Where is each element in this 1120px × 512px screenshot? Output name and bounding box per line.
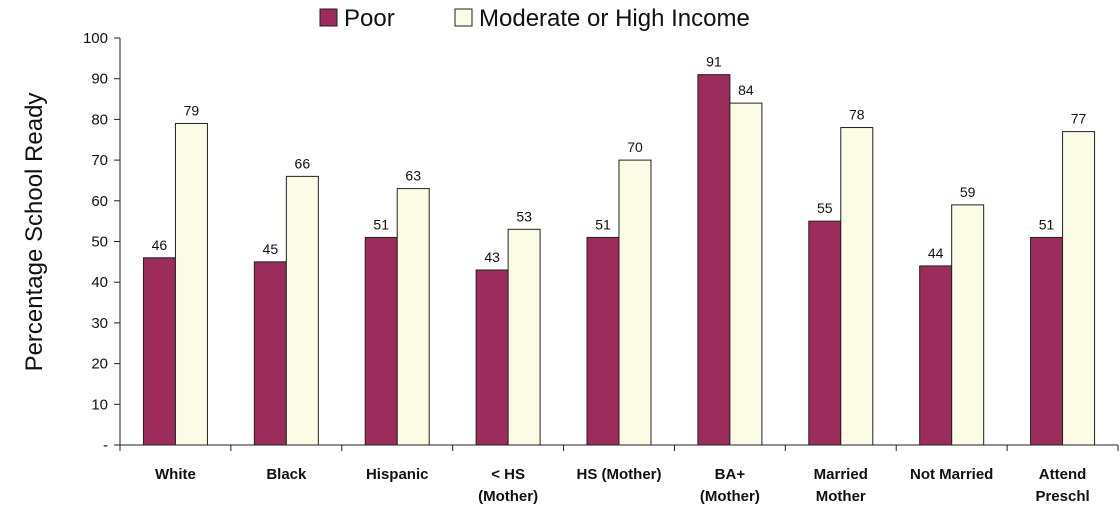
- x-tick-label: Preschl: [1035, 488, 1089, 505]
- legend-label-poor: Poor: [344, 5, 395, 32]
- y-tick-label: 20: [91, 356, 108, 373]
- x-tick-label: BA+: [715, 466, 746, 483]
- data-labels: 46 45 51 43 51 91 55 44 51 79 66 63 53 70 84 78 59 77: [152, 54, 1087, 265]
- x-tick-label: Black: [266, 466, 307, 483]
- data-label: 55: [817, 200, 833, 216]
- bar-poor: [142, 257, 176, 446]
- data-label: 46: [152, 237, 168, 253]
- bar-poor: [253, 261, 287, 446]
- y-tick-label: 50: [91, 234, 108, 251]
- y-axis-label: Percentage School Ready: [21, 93, 48, 372]
- bar-poor: [919, 265, 953, 446]
- bar-moderate-high: [1062, 131, 1096, 446]
- data-label: 51: [373, 216, 389, 232]
- bar-moderate-high: [507, 228, 541, 446]
- legend-swatch-poor: [319, 8, 338, 27]
- y-tick-label: 70: [91, 152, 108, 169]
- data-label: 51: [1039, 216, 1055, 232]
- x-tick-label: Not Married: [910, 466, 993, 483]
- bar-moderate-high: [396, 188, 430, 446]
- data-label: 91: [706, 54, 722, 70]
- y-axis: - 10 20 30 40 50 60 70 80 90 100: [83, 30, 121, 454]
- x-axis: White Black Hispanic < HS (Mother) HS (Mother…: [119, 444, 1119, 505]
- legend: Poor Moderate or High Income: [319, 5, 750, 32]
- data-label: 77: [1071, 111, 1087, 127]
- bar-moderate-high: [951, 204, 985, 446]
- y-tick-label: 10: [91, 396, 108, 413]
- bar-moderate-high: [174, 122, 208, 446]
- legend-label-moderate-high: Moderate or High Income: [479, 5, 750, 32]
- x-tick-label: White: [155, 466, 196, 483]
- y-tick-label: 30: [91, 315, 108, 332]
- y-tick-label: 90: [91, 71, 108, 88]
- x-tick-label: Attend: [1039, 466, 1087, 483]
- data-label: 66: [295, 155, 311, 171]
- x-tick-label: (Mother): [700, 488, 760, 505]
- y-tick-label: -: [103, 437, 108, 454]
- data-label: 53: [516, 208, 532, 224]
- bar-moderate-high: [285, 175, 319, 446]
- legend-swatch-moderate-high: [454, 8, 473, 27]
- bar-poor: [586, 236, 620, 446]
- data-label: 44: [928, 245, 944, 261]
- y-tick-label: 80: [91, 111, 108, 128]
- data-label: 51: [595, 216, 611, 232]
- data-label: 43: [484, 249, 500, 265]
- bar-moderate-high: [729, 102, 763, 446]
- data-label: 84: [738, 82, 754, 98]
- x-tick-label: Married: [814, 466, 868, 483]
- bar-poor: [697, 74, 731, 446]
- data-label: 59: [960, 184, 976, 200]
- bars: [142, 74, 1096, 446]
- data-label: 63: [405, 168, 421, 184]
- x-tick-label: Mother: [816, 488, 866, 505]
- bar-moderate-high: [840, 127, 874, 446]
- data-label: 70: [627, 139, 643, 155]
- data-label: 78: [849, 107, 865, 123]
- y-tick-label: 40: [91, 274, 108, 291]
- bar-poor: [1030, 236, 1064, 446]
- x-tick-label: HS (Mother): [577, 466, 662, 483]
- bar-poor: [808, 220, 842, 446]
- data-label: 45: [263, 241, 279, 257]
- x-tick-label: Hispanic: [366, 466, 429, 483]
- x-tick-label: < HS: [491, 466, 525, 483]
- data-label: 79: [184, 102, 200, 118]
- bar-poor: [475, 269, 509, 446]
- y-tick-label: 100: [83, 30, 108, 47]
- x-tick-label: (Mother): [478, 488, 538, 505]
- bar-poor: [364, 236, 398, 446]
- bar-moderate-high: [618, 159, 652, 446]
- y-tick-label: 60: [91, 193, 108, 210]
